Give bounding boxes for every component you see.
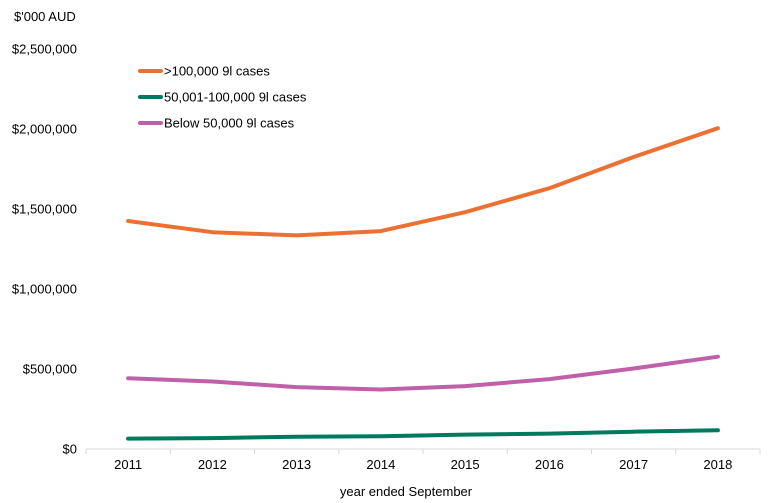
x-axis: 2011 2012 2013 2014 2015 2016 2017 2018 (85, 449, 761, 472)
x-tick-label: 2017 (619, 457, 648, 472)
x-tick-label: 2015 (451, 457, 480, 472)
y-tick-label: $500,000 (23, 362, 77, 377)
x-axis-title: year ended September (340, 484, 473, 499)
y-axis: $0 $500,000 $1,000,000 $1,500,000 $2,000,000… (12, 42, 77, 457)
series-line (126, 126, 720, 238)
series-line (126, 354, 720, 392)
y-tick-label: $2,000,000 (12, 122, 77, 137)
legend-label: Below 50,000 9l cases (164, 116, 295, 131)
legend-label: 50,001-100,000 9l cases (164, 90, 307, 105)
x-tick-label: 2012 (198, 457, 227, 472)
x-tick-label: 2014 (366, 457, 395, 472)
x-tick-label: 2018 (703, 457, 732, 472)
x-tick-label: 2011 (114, 457, 142, 472)
legend: >100,000 9l cases 50,001-100,000 9l cases… (138, 64, 307, 131)
y-tick-label: $0 (63, 442, 77, 457)
unit-label: $'000 AUD (14, 9, 76, 24)
y-tick-label: $1,000,000 (12, 282, 77, 297)
y-tick-label: $2,500,000 (12, 42, 77, 57)
x-tick-label: 2016 (535, 457, 564, 472)
series-lines (126, 126, 720, 441)
series-line (126, 428, 720, 441)
legend-label: >100,000 9l cases (164, 64, 270, 79)
x-tick-label: 2013 (282, 457, 311, 472)
y-tick-label: $1,500,000 (12, 202, 77, 217)
